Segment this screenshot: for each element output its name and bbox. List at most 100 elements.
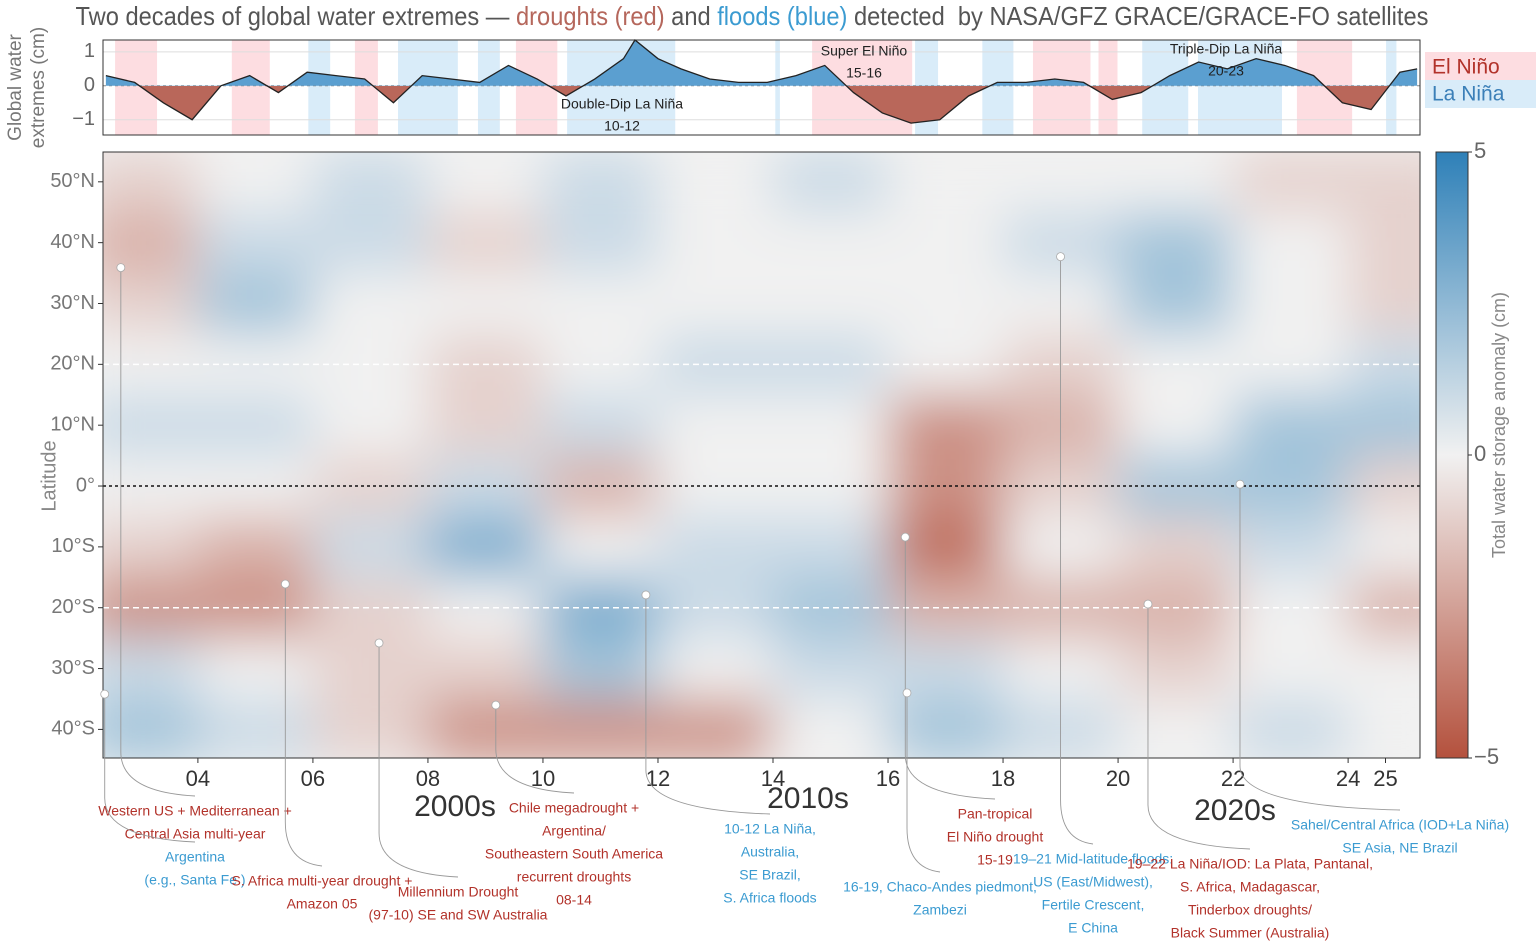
annotation-text: Fertile Crescent,	[1042, 897, 1145, 913]
y-tick-label: 20°N	[50, 353, 95, 375]
x-tick-label: 06	[301, 766, 325, 791]
annotation-point	[1235, 479, 1245, 489]
annotation-point	[116, 263, 126, 273]
colorbar	[1435, 151, 1469, 759]
plot-frame	[102, 151, 1421, 759]
heat-cell	[1348, 273, 1420, 335]
y-tick-label: 40°N	[50, 231, 95, 253]
annotation-text: Western US + Mediterranean +	[98, 803, 292, 819]
annotation-text: Millennium Drought	[398, 884, 519, 900]
leader-line	[1060, 256, 1094, 845]
x-tick-label: 25	[1373, 766, 1397, 791]
x-tick-label: 10	[531, 766, 555, 791]
x-tick-label: 20	[1106, 766, 1130, 791]
legend-label: La Niña	[1432, 83, 1505, 106]
heat-cell	[1348, 638, 1420, 700]
heat-cell	[1003, 516, 1120, 579]
heat-cell	[773, 394, 890, 457]
heat-cell	[1348, 516, 1420, 579]
legend-swatch	[1425, 52, 1536, 80]
heat-cell	[312, 516, 429, 579]
chart-title: Two decades of global water extremes — d…	[76, 1, 1429, 31]
annotation-text: Sahel/Central Africa (IOD+La Niña)	[1291, 817, 1509, 833]
annotation-text: Tinderbox droughts/	[1188, 902, 1312, 918]
annotation-text: Argentina	[165, 849, 225, 865]
heat-cell	[1118, 152, 1235, 214]
annotation-text: (97-10) SE and SW Australia	[369, 907, 548, 923]
annotation-text: SE Asia, NE Brazil	[1342, 840, 1457, 856]
annotation-point	[280, 579, 290, 589]
heat-cell	[888, 212, 1005, 275]
leader-line	[495, 705, 575, 794]
heat-cell	[1118, 212, 1235, 275]
heat-cell	[427, 516, 544, 579]
leader-line	[378, 643, 459, 878]
heat-cell	[773, 516, 890, 579]
legend-swatch	[1425, 80, 1536, 108]
heat-cell	[1348, 394, 1420, 457]
heat-cell	[103, 516, 199, 579]
y-axis-label: extremes (cm)	[28, 27, 49, 148]
annotation-point	[491, 700, 501, 710]
decade-label: 2020s	[1194, 794, 1276, 827]
heat-cell	[312, 212, 429, 275]
annotation-point	[1056, 252, 1065, 262]
annotation-point	[900, 532, 910, 542]
x-tick-label: 24	[1336, 766, 1360, 791]
heat-cell	[1233, 394, 1350, 457]
annotation-text: Central Asia multi-year	[125, 826, 266, 842]
colorbar-tick-label: 5	[1474, 138, 1486, 163]
heat-cell	[1233, 698, 1350, 758]
y-axis-label: Latitude	[38, 440, 60, 511]
heat-cell	[773, 333, 890, 396]
leader-line	[645, 594, 771, 815]
heat-cell	[888, 516, 1005, 579]
heat-cell	[888, 394, 1005, 457]
leader-line	[120, 267, 196, 797]
heat-cell	[312, 638, 429, 700]
heat-cell	[773, 212, 890, 275]
heat-cell	[103, 152, 199, 214]
heat-cell	[427, 638, 544, 700]
plot-frame	[102, 39, 1421, 136]
enso-period	[567, 40, 676, 135]
heat-cell	[1118, 273, 1235, 335]
heat-cell	[1233, 152, 1350, 214]
enso-period	[354, 40, 378, 135]
heat-cell	[103, 638, 199, 700]
legend-label: El Niño	[1432, 56, 1500, 79]
heat-cell	[312, 394, 429, 457]
heat-cell	[1003, 333, 1120, 396]
heat-cell	[1003, 698, 1120, 758]
heat-cell	[197, 516, 314, 579]
heat-cell	[657, 638, 775, 700]
heat-cell	[657, 394, 775, 457]
annotation-text: 10-12 La Niña,	[724, 821, 816, 837]
heat-cell	[1348, 455, 1420, 518]
heat-cell	[103, 273, 199, 335]
heat-cell	[773, 577, 890, 640]
heat-cell	[773, 152, 890, 214]
leader-line	[904, 537, 996, 800]
title-part: droughts (red)	[516, 1, 665, 31]
colorbar-label: Total water storage anomaly (cm)	[1489, 292, 1509, 558]
heat-cell	[103, 698, 199, 758]
heat-cell	[1233, 212, 1350, 275]
y-tick-label: 30°S	[51, 657, 95, 679]
heat-cell	[427, 212, 544, 275]
annotation: Triple-Dip La Niña	[1170, 41, 1283, 57]
heat-cell	[312, 577, 429, 640]
leader-line	[104, 694, 196, 843]
y-tick-label: −1	[72, 108, 95, 130]
heat-cell	[312, 273, 429, 335]
heat-cell	[1003, 577, 1120, 640]
annotation: 10-12	[604, 118, 640, 134]
heat-cell	[197, 394, 314, 457]
heat-cell	[657, 516, 775, 579]
heat-cell	[427, 273, 544, 335]
annotation-text: El Niño drought	[947, 829, 1044, 845]
heat-cell	[773, 638, 890, 700]
annotation-text: S. Africa multi-year drought +	[232, 873, 413, 889]
enso-period	[1386, 40, 1397, 135]
